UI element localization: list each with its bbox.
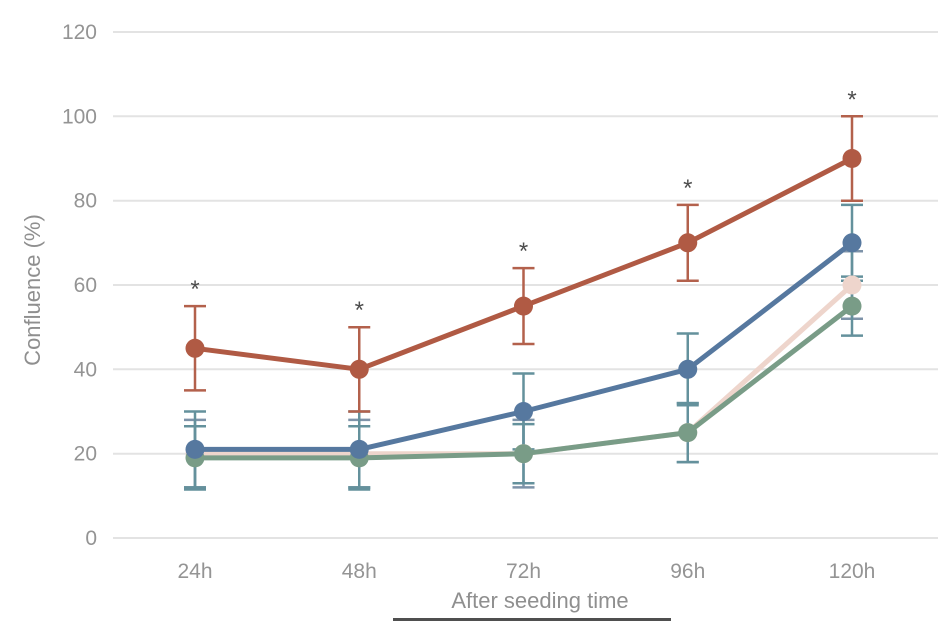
- significance-asterisk: *: [190, 276, 199, 303]
- y-tick-label: 20: [74, 443, 97, 466]
- y-tick-label: 120: [62, 21, 97, 44]
- series-green-point: [678, 423, 698, 443]
- x-tick-label: 72h: [506, 560, 541, 583]
- y-tick-label: 40: [74, 358, 97, 381]
- x-axis-title: After seeding time: [451, 588, 628, 613]
- series-pink-point: [842, 275, 862, 295]
- cropped-text-artifact: [393, 618, 671, 621]
- y-tick-label: 60: [74, 274, 97, 297]
- series-blue-point: [349, 439, 369, 459]
- x-tick-label: 120h: [829, 560, 876, 583]
- series-green-point: [842, 296, 862, 316]
- significance-asterisk: *: [847, 86, 856, 113]
- series-blue-point: [185, 439, 205, 459]
- y-tick-label: 80: [74, 190, 97, 213]
- x-tick-label: 24h: [177, 560, 212, 583]
- series-green-point: [514, 444, 533, 464]
- y-tick-label: 100: [62, 105, 97, 128]
- y-axis-title: Confluence (%): [20, 214, 45, 366]
- x-tick-label: 48h: [342, 560, 377, 583]
- significance-asterisk: *: [519, 238, 528, 265]
- series-blue-point: [514, 402, 533, 421]
- significance-asterisk: *: [683, 175, 692, 202]
- x-tick-label: 96h: [670, 560, 705, 583]
- y-tick-label: 0: [85, 527, 97, 550]
- series-red-point: [185, 338, 205, 358]
- series-blue-point: [678, 359, 698, 379]
- series-red-point: [678, 233, 698, 253]
- series-red-point: [514, 296, 533, 316]
- series-red-point: [349, 359, 369, 379]
- series-blue-point: [842, 233, 862, 253]
- significance-asterisk: *: [355, 297, 364, 324]
- series-red-point: [842, 149, 862, 168]
